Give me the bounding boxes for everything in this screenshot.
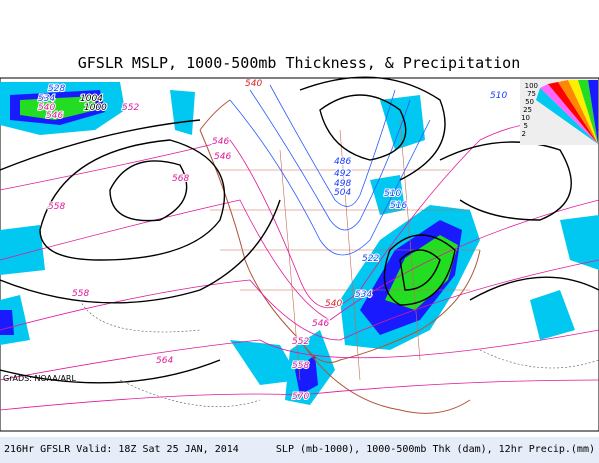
contour-label: 540 xyxy=(245,79,262,89)
legend-swatch xyxy=(540,84,598,144)
contour-label: 1000 xyxy=(84,103,107,113)
footer-bar xyxy=(0,437,599,463)
contour-label: 546 xyxy=(312,319,329,329)
contour-label: 486 xyxy=(334,157,351,167)
footer-right: SLP (mb-1000), 1000-500mb Thk (dam), 12h… xyxy=(276,444,595,455)
contour-label: 568 xyxy=(172,174,189,184)
legend-label: 2 xyxy=(522,130,526,138)
contour-label: 558 xyxy=(292,361,309,371)
contour-label: 498 xyxy=(334,179,351,189)
legend-swatch xyxy=(536,88,598,144)
contour-label: 504 xyxy=(334,188,351,198)
legend-swatch xyxy=(548,82,598,144)
contour-label: 492 xyxy=(334,169,351,179)
boundaries xyxy=(210,119,480,381)
contour-label: 546 xyxy=(212,137,229,147)
coastline xyxy=(199,99,481,414)
contour-label: 552 xyxy=(292,337,309,347)
legend-swatch xyxy=(568,80,598,144)
contour-label: 552 xyxy=(122,103,139,113)
legend-label: 50 xyxy=(525,98,534,106)
legend-label: 10 xyxy=(521,114,530,122)
contour-label: 564 xyxy=(156,356,173,366)
contour-label: 558 xyxy=(72,289,89,299)
contour-label: 546 xyxy=(46,111,63,121)
precip xyxy=(230,340,300,385)
credit: GrADS: NOAA/ARL xyxy=(3,374,76,383)
precip xyxy=(20,96,96,120)
legend-swatch xyxy=(578,80,598,144)
precip xyxy=(560,215,599,270)
thickness-contour xyxy=(229,84,431,256)
legend-swatch xyxy=(558,80,598,144)
precip xyxy=(370,175,405,215)
contour-label: 1004 xyxy=(80,94,103,104)
contour-label: 558 xyxy=(48,202,65,212)
contour-label: 540 xyxy=(325,299,342,309)
latitude-line xyxy=(79,299,599,407)
legend-label: 100 xyxy=(525,82,538,90)
contour-label: 546 xyxy=(214,152,231,162)
contour-label: 534 xyxy=(355,290,372,300)
contour-label: 528 xyxy=(48,84,65,94)
contour-label: 510 xyxy=(490,91,507,101)
thickness-contour xyxy=(0,121,599,411)
pressure-contour xyxy=(0,76,599,384)
precip xyxy=(170,90,195,135)
contour-label: 534 xyxy=(38,94,55,104)
precip xyxy=(0,310,14,335)
legend-label: 25 xyxy=(523,106,532,114)
legend-label: 5 xyxy=(524,122,528,130)
precip xyxy=(0,225,45,275)
precip xyxy=(295,355,318,395)
contour-label: 522 xyxy=(362,254,379,264)
precip xyxy=(385,235,458,310)
contour-label: 540 xyxy=(38,103,55,113)
contour-label: 516 xyxy=(390,201,407,211)
footer-left: 216Hr GFSLR Valid: 18Z Sat 25 JAN, 2014 xyxy=(4,444,239,455)
contour-label: 570 xyxy=(292,392,309,402)
map-area: GrADS: NOAA/ARL xyxy=(0,76,599,432)
legend-label: 75 xyxy=(527,90,536,98)
precip xyxy=(530,290,575,340)
legend-swatch xyxy=(588,80,598,144)
contour-label: 510 xyxy=(384,189,401,199)
legend xyxy=(520,79,598,145)
title: GFSLR MSLP, 1000-500mb Thickness, & Prec… xyxy=(78,54,521,72)
